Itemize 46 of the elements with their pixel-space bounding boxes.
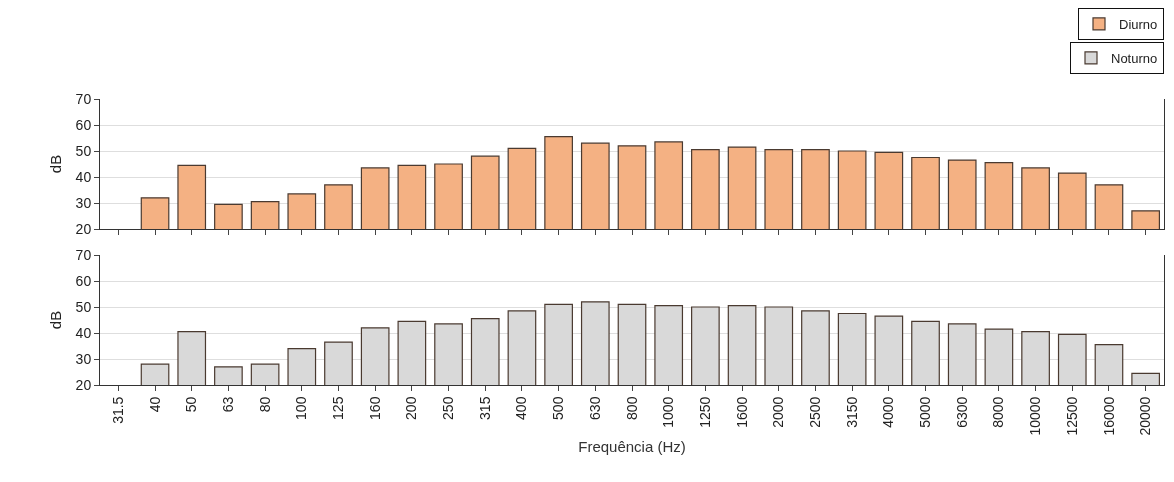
y-tick-label: 20: [75, 376, 92, 393]
y-tick-label: 60: [75, 116, 92, 133]
x-tick-label: 50: [183, 396, 200, 413]
y-tick-label: 70: [75, 246, 92, 263]
x-tick-label: 125: [330, 396, 347, 420]
y-tick-label: 70: [75, 90, 92, 107]
x-tick-label: 800: [623, 396, 640, 420]
legend-label: Diurno: [1119, 17, 1158, 33]
x-tick-label: 40: [146, 396, 163, 413]
y-tick-label: 40: [75, 324, 92, 341]
y-axis-title: dB: [46, 310, 64, 330]
y-tick-label: 20: [75, 220, 92, 237]
x-tick-label: 400: [513, 396, 530, 420]
x-tick-label: 500: [550, 396, 567, 420]
x-tick-label: 16000: [1100, 396, 1117, 436]
y-tick-label: 60: [75, 272, 92, 289]
x-tick-label: 3150: [843, 396, 860, 428]
legend-label: Noturno: [1111, 51, 1158, 67]
x-tick-label: 250: [440, 396, 457, 420]
x-tick-label: 20000: [1137, 396, 1154, 436]
y-tick-label: 30: [75, 194, 92, 211]
x-tick-label: 630: [586, 396, 603, 420]
y-axis-title: dB: [46, 154, 64, 174]
x-tick-label: 80: [256, 396, 273, 413]
x-tick-label: 160: [366, 396, 383, 420]
x-tick-label: 200: [403, 396, 420, 420]
y-tick-label: 50: [75, 142, 92, 159]
x-tick-label: 12500: [1063, 396, 1080, 436]
x-tick-label: 2000: [770, 396, 787, 428]
y-tick-label: 40: [75, 168, 92, 185]
x-tick-label: 63: [219, 396, 236, 413]
x-tick-label: 315: [476, 396, 493, 420]
x-tick-label: 2500: [807, 396, 823, 428]
x-tick-label: 5000: [917, 396, 934, 428]
x-tick-label: 1000: [660, 396, 677, 428]
x-tick-label: 1600: [733, 396, 750, 428]
x-tick-label: 31.5: [109, 396, 126, 424]
y-tick-label: 50: [75, 298, 92, 315]
x-tick-label: 4000: [880, 396, 897, 428]
x-tick-label: 8000: [990, 396, 1007, 428]
x-axis-title: Frequência (Hz): [578, 437, 686, 455]
x-tick-label: 6300: [953, 396, 970, 428]
x-tick-label: 10000: [1027, 396, 1044, 436]
y-tick-label: 30: [75, 350, 92, 367]
x-tick-label: 1250: [696, 396, 713, 428]
x-tick-label: 100: [293, 396, 310, 420]
